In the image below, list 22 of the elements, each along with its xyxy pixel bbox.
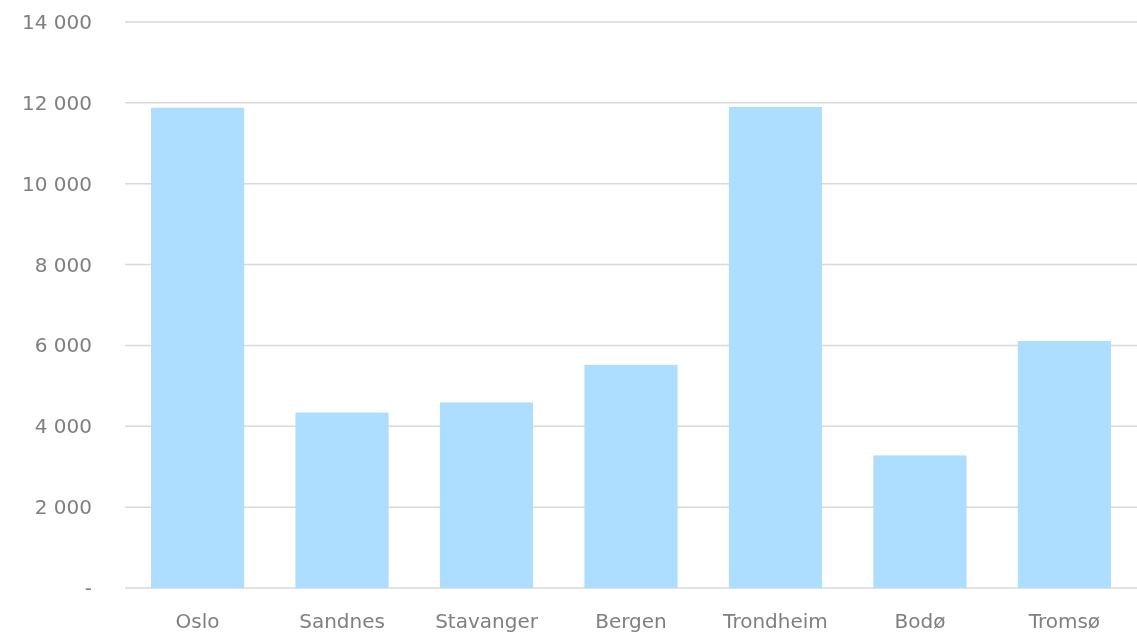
bar — [295, 412, 389, 588]
y-tick-label: 12 000 — [22, 90, 92, 115]
y-tick-label: 4 000 — [34, 414, 92, 439]
y-tick-label: 8 000 — [34, 252, 92, 277]
x-tick-label: Tromsø — [1027, 609, 1101, 633]
bar — [728, 106, 823, 588]
y-tick-label: 2 000 — [34, 495, 92, 520]
y-tick-label: 6 000 — [34, 333, 92, 358]
x-tick-label: Trondheim — [722, 609, 828, 633]
y-tick-label: - — [84, 576, 92, 600]
x-tick-label: Bodø — [894, 609, 946, 633]
y-tick-label: 10 000 — [22, 171, 92, 196]
x-tick-label: Oslo — [175, 609, 220, 633]
bar — [1017, 340, 1111, 588]
y-tick-label: 14 000 — [22, 10, 92, 34]
bar — [584, 364, 678, 588]
bar — [873, 455, 967, 588]
x-tick-label: Stavanger — [435, 609, 539, 633]
x-tick-label: Sandnes — [299, 609, 385, 633]
x-tick-label: Bergen — [595, 609, 667, 633]
bar — [439, 402, 534, 588]
bar — [151, 107, 245, 588]
